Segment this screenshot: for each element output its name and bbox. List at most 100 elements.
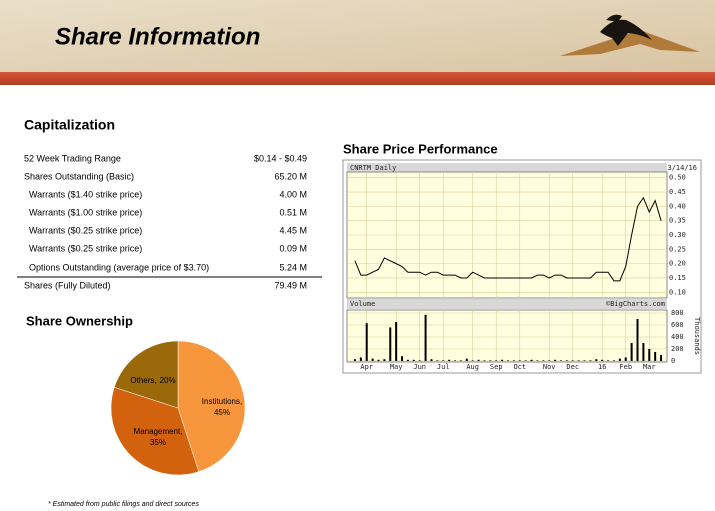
volume-bar — [459, 360, 462, 361]
x-tick-label: Aug — [466, 363, 479, 371]
pie-category: Others, — [130, 376, 156, 385]
y-tick-label: 200 — [671, 345, 684, 353]
volume-bar — [507, 360, 509, 361]
chart-label: CNRTM Daily — [350, 164, 396, 172]
x-tick-label: Dec — [566, 363, 579, 371]
x-tick-label: Nov — [543, 363, 556, 371]
row-label: Warrants ($0.25 strike price) — [29, 225, 142, 235]
volume-label: Volume — [350, 300, 375, 308]
x-tick-label: 16 — [598, 363, 606, 371]
pie-value-label: 35% — [150, 438, 166, 447]
y-tick-label: 0.25 — [669, 245, 686, 253]
volume-bar — [512, 360, 515, 361]
volume-bar — [448, 359, 451, 361]
volume-bar — [583, 360, 586, 361]
volume-bar — [518, 360, 521, 361]
y-tick-label: 0.35 — [669, 217, 686, 225]
volume-bar — [377, 359, 380, 361]
volume-panel — [346, 309, 668, 363]
page-title: Share Information — [55, 23, 260, 50]
row-value: 0.09 M — [279, 243, 307, 253]
row-label: Options Outstanding (average price of $3… — [29, 262, 209, 272]
volume-bar — [383, 359, 386, 361]
row-label: Warrants ($0.25 strike price) — [29, 243, 142, 253]
volume-bar — [430, 359, 433, 361]
chart-header — [347, 163, 667, 172]
volume-bar — [542, 360, 545, 361]
volume-bar — [477, 359, 480, 361]
logo — [560, 14, 700, 56]
volume-bar — [554, 359, 557, 361]
volume-bar — [630, 343, 633, 361]
volume-bar — [371, 358, 374, 361]
x-tick-label: Oct — [513, 363, 526, 371]
volume-bar — [412, 359, 415, 361]
row-label: Shares (Fully Diluted) — [24, 280, 111, 290]
volume-bar — [471, 360, 474, 361]
volume-bar — [483, 360, 486, 361]
volume-bar — [365, 323, 368, 361]
y-tick-label: 0.10 — [669, 288, 686, 296]
row-value: 0.51 M — [279, 207, 307, 217]
volume-bar — [353, 359, 356, 361]
capitalization-table: 52 Week Trading Range $0.14 - $0.49 Shar… — [17, 153, 322, 290]
pie-label: Institutions, 45% — [202, 397, 242, 417]
volume-bar — [595, 359, 598, 361]
x-tick-label: Jul — [437, 363, 450, 371]
volume-bar — [607, 360, 610, 361]
row-value: 4.45 M — [279, 225, 307, 235]
volume-bar — [571, 360, 574, 361]
volume-bar — [359, 357, 362, 361]
volume-bar — [565, 360, 568, 361]
section-title: Share Price Performance — [343, 141, 498, 156]
section-title: Capitalization — [24, 117, 115, 133]
x-tick-label: May — [390, 363, 403, 371]
y-tick-label: 0.50 — [669, 174, 686, 182]
row-label: 52 Week Trading Range — [24, 153, 121, 163]
x-tick-label: Jun — [413, 363, 426, 371]
y-tick-label: 0.20 — [669, 260, 686, 268]
x-tick-label: Sep — [490, 363, 503, 371]
pie-value-label: 20% — [160, 376, 176, 385]
volume-bar — [401, 356, 404, 361]
volume-bar — [465, 358, 468, 361]
volume-bar — [489, 360, 492, 361]
footnote: * Estimated from public filings and dire… — [48, 501, 199, 508]
volume-bar — [495, 360, 498, 361]
volume-bar — [524, 360, 527, 361]
volume-bar — [389, 327, 392, 361]
row-value: 65.20 M — [274, 171, 307, 181]
pie-slice — [113, 340, 179, 409]
volume-bar — [454, 360, 457, 361]
volume-bar — [642, 343, 645, 361]
row-value: $0.14 - $0.49 — [254, 153, 307, 163]
volume-header — [347, 299, 667, 309]
volume-bar — [436, 360, 439, 361]
y-tick-label: 0 — [671, 357, 675, 365]
row-label: Warrants ($1.00 strike price) — [29, 207, 142, 217]
banner-stripe — [0, 72, 715, 85]
pie-slice — [177, 340, 246, 473]
volume-bar — [612, 360, 615, 361]
volume-bar — [648, 349, 651, 361]
x-tick-label: Apr — [360, 363, 373, 371]
row-value: 5.24 M — [279, 262, 307, 272]
x-tick-label: Mar — [643, 363, 656, 371]
y-tick-label: 0.45 — [669, 188, 686, 196]
volume-bar — [601, 359, 604, 361]
row-value: 79.49 M — [274, 280, 307, 290]
price-line — [354, 196, 662, 282]
pie-category: Management, — [134, 427, 183, 436]
banner — [0, 0, 715, 72]
volume-bar — [577, 360, 580, 361]
chart-date: 3/14/16 — [667, 164, 697, 172]
credit: ©BigCharts.com — [606, 300, 665, 308]
pie-slice — [110, 386, 200, 476]
x-tick-label: Feb — [619, 363, 632, 371]
pie-category: Institutions, — [202, 397, 242, 406]
y-tick-label: 800 — [671, 309, 684, 317]
volume-bar — [530, 359, 533, 361]
volume-bar — [548, 360, 551, 361]
y-tick-label: 400 — [671, 333, 684, 341]
